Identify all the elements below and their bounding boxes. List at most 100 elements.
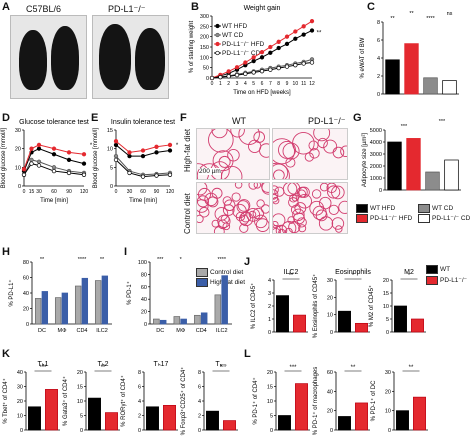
chart-c-significance: ns — [447, 11, 453, 17]
chart-j1-y-tick-label: 0 — [268, 330, 271, 336]
chart-g-significance: *** — [439, 119, 446, 125]
chart-e-x-tick-label: 0 — [115, 189, 118, 195]
panel-letter-e: E — [91, 112, 99, 124]
chart-k3-bar — [163, 405, 176, 431]
chart-k2-significance: ** — [101, 365, 106, 371]
chart-g-bar — [387, 141, 402, 191]
chart-c-significance: ** — [390, 16, 395, 22]
chart-i-significance: * — [180, 257, 183, 263]
chart-l3-bar — [396, 410, 409, 431]
chart-b-x-tick-label: 3 — [236, 81, 239, 87]
chart-i-y-axis-label: % PD-1⁺ — [126, 281, 133, 305]
chart-h-bar — [101, 275, 109, 325]
histology-ko-cd — [272, 182, 348, 234]
chart-e-significance: * — [176, 143, 179, 149]
chart-d-x-tick-label: 30 — [36, 189, 42, 195]
chart-l2-y-tick-label: 60 — [327, 370, 333, 376]
chart-c-y-tick-label: 6 — [377, 38, 380, 44]
chart-b-x-tick-label: 9 — [286, 81, 289, 87]
histology-ko-hfd — [272, 128, 348, 180]
chart-h-y-tick-label: 60 — [23, 276, 29, 282]
panel-letter-k: K — [2, 348, 10, 360]
chart-j3-significance: * — [408, 273, 411, 279]
chart-l3-y-tick-label: 10 — [385, 409, 391, 415]
chart-l1-y-tick-label: 0 — [270, 428, 273, 434]
chart-e-x-tick-label: 90 — [154, 189, 160, 195]
chart-b-data-point — [293, 36, 298, 41]
chart-e-x-tick-label: 60 — [140, 189, 146, 195]
chart-b-data-point — [243, 60, 248, 65]
legend-b-item: PD-L1⁻/⁻ CD — [222, 50, 261, 57]
chart-i-bar — [180, 318, 187, 325]
chart-b-data-point — [276, 65, 281, 71]
chart-e-data-point — [167, 142, 173, 148]
chart-b-data-point — [309, 19, 315, 24]
chart-e-data-point — [167, 148, 173, 153]
chart-b-data-point — [226, 69, 231, 74]
chart-i-bar — [173, 316, 181, 325]
chart-b-x-tick-label: 0 — [211, 81, 214, 87]
panel-letter-g: G — [353, 112, 362, 124]
chart-d-x-tick-label: 0 — [23, 189, 26, 195]
chart-e-data-point — [113, 142, 119, 148]
chart-k1-significance: *** — [39, 365, 47, 371]
photo-label-wt: C57BL/6 — [26, 4, 62, 14]
chart-b-data-point — [284, 64, 290, 69]
chart-d-y-tick-label: 10 — [15, 165, 21, 171]
legend-b-item: PD-L1⁻/⁻ HFD — [222, 41, 265, 48]
chart-i-y-tick-label: 100 — [138, 260, 147, 266]
chart-b-data-point — [209, 75, 215, 81]
chart-d-x-tick-label: 60 — [51, 189, 57, 195]
chart-j1-y-tick-label: 1 — [268, 317, 271, 323]
chart-c-y-tick-label: 2 — [377, 74, 380, 80]
chart-b-x-tick-label: 12 — [309, 81, 315, 87]
chart-l3-y-tick-label: 0 — [388, 428, 391, 434]
chart-b-y-tick-label: 300 — [200, 14, 209, 20]
chart-k3-y-tick-label: 6 — [138, 385, 141, 391]
chart-l2-y-tick-label: 20 — [327, 409, 333, 415]
chart-i-y-tick-label: 80 — [141, 272, 147, 278]
chart-g-significance: *** — [401, 124, 408, 130]
chart-l3-y-axis-label: % PD-1⁺ of DC — [370, 380, 377, 422]
legend-b-marker-swatch — [215, 50, 220, 56]
chart-c-significance: ** — [409, 11, 414, 17]
chart-e-title: Insulin tolerance test — [111, 119, 175, 126]
chart-k2-y-tick-label: 5 — [80, 414, 83, 420]
chart-b-y-tick-label: 250 — [200, 24, 209, 30]
chart-b-data-point — [309, 60, 315, 65]
chart-d-data-point — [51, 165, 57, 170]
chart-c-y-tick-label: 0 — [377, 92, 380, 98]
chart-d-x-tick-label: 15 — [29, 189, 35, 195]
chart-k3-y-tick-label: 2 — [138, 414, 141, 420]
chart-j2-y-axis-label: % Eosinophils of CD45⁺ — [312, 274, 319, 339]
legend-g: WT HFD WT CD PD-L1⁻/⁻ HFD PD-L1⁻/⁻ CD — [356, 204, 474, 224]
legend-j: WT PD-L1⁻/⁻ — [426, 264, 467, 286]
chart-j3-y-tick-label: 15 — [383, 291, 389, 297]
chart-b-data-point — [251, 70, 256, 75]
chart-b-data-point — [259, 69, 265, 74]
chart-k2-y-tick-label: 0 — [80, 428, 83, 434]
chart-i-y-tick-label: 60 — [141, 285, 147, 291]
chart-j2-y-tick-label: 0 — [330, 330, 333, 336]
chart-l3-bar — [413, 396, 426, 431]
chart-k2-bar — [105, 412, 118, 431]
chart-j2-title: Eosinophils — [335, 269, 371, 276]
chart-c-significance: **** — [426, 16, 435, 22]
chart-e-data-point — [113, 157, 119, 163]
chart-e-x-tick-label: 30 — [127, 189, 133, 195]
chart-d-data-point — [36, 163, 42, 168]
chart-h-bar — [74, 285, 82, 325]
chart-c-bar — [385, 59, 400, 95]
chart-k1-bar — [45, 389, 58, 431]
chart-d-series-line — [23, 148, 85, 172]
chart-k3-bar — [146, 406, 159, 431]
chart-e-y-tick-label: 5 — [110, 165, 113, 171]
chart-k1-title: Tₕ1 — [38, 361, 49, 368]
chart-i-y-tick-label: 20 — [141, 310, 147, 316]
chart-i-y-tick-label: 40 — [141, 297, 147, 303]
chart-k2-y-tick-label: 10 — [77, 399, 83, 405]
chart-d-y-axis-label: Blood glucose [mmol/l] — [1, 127, 7, 188]
chart-d-data-point — [51, 168, 57, 174]
chart-b-data-point — [276, 45, 281, 51]
